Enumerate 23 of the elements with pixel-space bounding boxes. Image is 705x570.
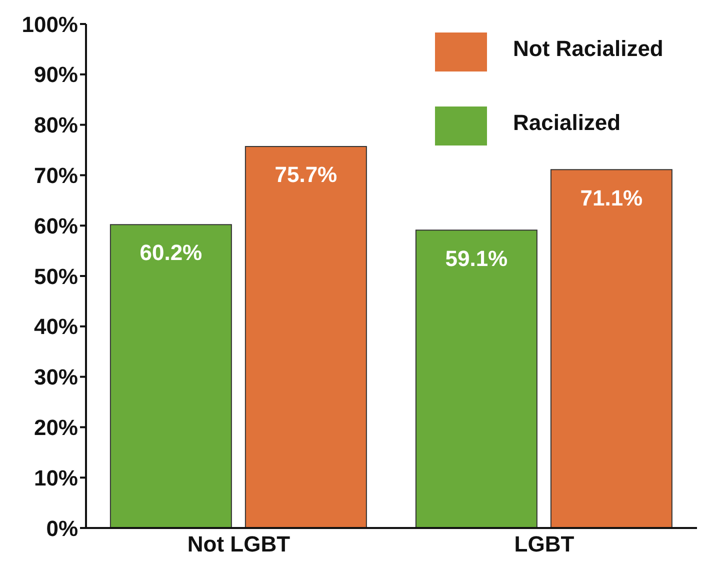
data-label: 71.1%: [580, 185, 643, 210]
bar: [244, 146, 367, 528]
bar: [550, 169, 672, 528]
y-tick-label: 20%: [34, 415, 78, 440]
y-tick-label: 60%: [34, 213, 78, 238]
y-tick-label: 70%: [34, 163, 78, 188]
legend-label: Racialized: [513, 109, 621, 137]
bar: [415, 230, 538, 528]
y-tick-label: 10%: [34, 465, 78, 490]
y-tick-label: 100%: [22, 12, 78, 37]
legend-label: Not Racialized: [513, 35, 664, 63]
y-tick-label: 80%: [34, 112, 78, 138]
data-label: 60.2%: [140, 240, 202, 266]
bar: [110, 224, 232, 528]
y-tick-label: 30%: [34, 364, 78, 390]
x-tick-label: LGBT: [514, 532, 575, 557]
y-tick-label: 90%: [34, 62, 78, 88]
x-tick-label: Not LGBT: [187, 532, 291, 557]
y-tick-label: 50%: [34, 264, 78, 289]
y-tick-label: 0%: [46, 516, 78, 541]
y-tick-label: 40%: [34, 314, 78, 340]
data-label: 59.1%: [445, 246, 508, 271]
data-label: 75.7%: [274, 162, 338, 188]
